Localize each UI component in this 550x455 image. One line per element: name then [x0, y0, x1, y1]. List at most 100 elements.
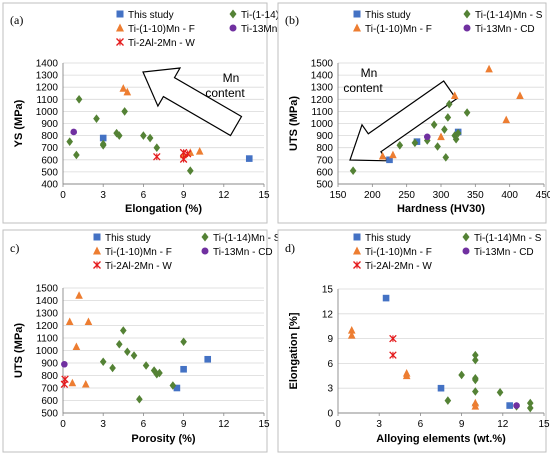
y-tick-label: 500	[41, 167, 58, 178]
data-point	[150, 366, 158, 375]
x-tick-label: 200	[364, 190, 381, 201]
legend-marker	[353, 261, 361, 269]
data-point	[472, 350, 479, 360]
data-point	[516, 91, 524, 99]
legend-label: This study	[365, 10, 411, 21]
data-point	[442, 153, 450, 162]
data-point	[496, 388, 504, 397]
y-tick-label: 700	[41, 384, 58, 395]
data-point	[153, 143, 161, 152]
legend-marker	[229, 24, 237, 32]
data-point	[123, 87, 132, 96]
data-point	[411, 138, 419, 148]
y-tick-label: 6	[327, 359, 333, 370]
y-tick-label: 500	[41, 409, 58, 420]
data-point	[187, 166, 194, 175]
y-tick-label: 500	[316, 180, 333, 191]
data-point	[378, 151, 387, 160]
y-tick-label: 1400	[311, 71, 334, 82]
data-point	[156, 368, 163, 378]
panel-label: d)	[285, 241, 295, 255]
data-point	[99, 357, 107, 367]
legend-marker	[116, 23, 124, 32]
data-point	[124, 347, 131, 357]
data-point	[115, 339, 123, 349]
legend-marker	[353, 23, 361, 32]
data-point	[485, 64, 493, 73]
x-tick-label: 150	[330, 190, 347, 201]
y-tick-label: 900	[41, 119, 58, 130]
data-point	[72, 342, 81, 351]
legend-marker	[462, 247, 470, 255]
data-point	[99, 139, 107, 149]
legend-label: This study	[105, 233, 151, 244]
data-point	[75, 95, 83, 104]
data-point	[437, 384, 445, 392]
x-tick-label: 9	[181, 190, 187, 201]
y-tick-label: 1300	[36, 309, 59, 320]
data-point	[347, 330, 356, 339]
data-point	[109, 363, 116, 373]
legend-marker	[353, 233, 361, 241]
x-tick-label: 0	[60, 419, 66, 430]
data-point	[445, 99, 453, 109]
data-point	[389, 334, 397, 343]
data-point	[93, 114, 100, 123]
legend-marker	[201, 232, 209, 242]
annotation-text: content	[205, 86, 245, 100]
y-tick-label: 800	[41, 131, 58, 142]
data-point	[73, 150, 80, 160]
annotation-text: Mn	[361, 66, 378, 80]
x-tick-label: 0	[335, 419, 341, 430]
data-point	[472, 375, 479, 385]
data-point	[169, 381, 177, 390]
data-point	[84, 317, 93, 326]
x-tick-label: 3	[376, 419, 382, 430]
data-point	[463, 108, 471, 117]
x-tick-label: 12	[497, 419, 509, 430]
x-axis-label: Alloying elements (wt.%)	[376, 433, 506, 445]
legend-marker	[229, 9, 237, 19]
data-point	[204, 355, 212, 363]
legend-marker	[353, 10, 361, 18]
y-tick-label: 1400	[36, 296, 59, 307]
data-point	[180, 365, 187, 373]
legend-label: Ti-(1-10)Mn - F	[128, 24, 195, 35]
data-point	[130, 351, 138, 360]
x-axis-label: Porosity (%)	[131, 433, 196, 445]
legend-marker	[353, 246, 361, 255]
annotation-text: content	[343, 81, 383, 95]
data-point	[173, 384, 181, 392]
data-point	[454, 128, 462, 138]
data-point	[347, 326, 356, 334]
data-point	[115, 131, 123, 140]
y-tick-label: 3	[327, 384, 333, 395]
x-tick-label: 15	[538, 419, 550, 430]
y-tick-label: 12	[322, 309, 334, 320]
y-axis-label: UTS (MPa)	[288, 96, 300, 151]
x-tick-label: 9	[181, 419, 187, 430]
y-tick-label: 1300	[311, 83, 334, 94]
data-point	[526, 403, 534, 413]
data-point	[120, 326, 127, 335]
data-point	[121, 107, 128, 116]
data-point	[396, 140, 404, 150]
data-point	[526, 398, 534, 408]
x-tick-label: 12	[218, 419, 230, 430]
y-tick-label: 700	[316, 155, 333, 166]
legend-label: This study	[128, 10, 174, 21]
y-tick-label: 1300	[36, 71, 59, 82]
x-tick-label: 300	[433, 190, 450, 201]
data-point	[153, 153, 161, 161]
x-tick-label: 3	[100, 190, 106, 201]
y-tick-label: 1200	[311, 95, 334, 106]
data-point	[119, 84, 128, 92]
y-tick-label: 1400	[36, 59, 59, 70]
legend-label: Ti-13Mn - CD	[241, 24, 301, 35]
data-point	[502, 115, 511, 124]
legend-label: Ti-(1-14)Mn - S	[213, 233, 281, 244]
x-tick-label: 6	[418, 419, 424, 430]
